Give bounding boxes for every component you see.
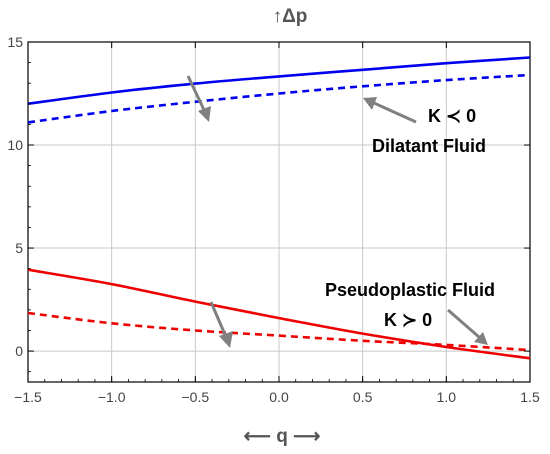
arrow-blue-right-shaft [373, 101, 417, 124]
series-line-4 [27, 311, 531, 352]
arrow-red-right-head [474, 332, 488, 345]
annotation-dilatant-fluid: Dilatant Fluid [372, 136, 486, 156]
y-axis-title: ↑Δp [273, 6, 308, 27]
arrow-red-left-shaft [209, 301, 228, 338]
arrow-red-left-head [219, 331, 233, 348]
series-line-1 [27, 56, 531, 106]
x-tick-label: 0.0 [269, 389, 289, 405]
x-tick-label: −1.5 [14, 389, 42, 405]
series-line-3 [27, 268, 531, 360]
y-tick-label: 10 [7, 137, 23, 153]
annotation-k-negative: K ≺ 0 [428, 106, 476, 126]
annotation-pseudoplastic-fluid: Pseudoplastic Fluid [325, 280, 495, 300]
x-axis-title: ⟵ q ⟶ [244, 426, 321, 447]
x-axis-ticks: −1.5 −1.0 −0.5 0.0 0.5 1.0 1.5 [14, 42, 540, 405]
arrow-blue-left-shaft [186, 75, 207, 113]
x-tick-label: 1.0 [437, 389, 457, 405]
arrow-red-right-shaft [447, 308, 480, 339]
annotation-arrows [186, 75, 488, 348]
annotation-k-positive: K ≻ 0 [384, 310, 432, 330]
x-tick-label: 1.5 [520, 389, 540, 405]
arrow-blue-right-head [363, 97, 377, 110]
x-tick-label: −1.0 [98, 389, 126, 405]
arrow-blue-left-head [198, 106, 211, 122]
y-tick-label: 0 [15, 343, 23, 359]
y-axis-ticks: 0 5 10 15 [7, 34, 530, 373]
series-group [27, 56, 531, 360]
y-tick-label: 15 [7, 34, 23, 50]
y-tick-label: 5 [15, 240, 23, 256]
x-tick-label: −0.5 [182, 389, 210, 405]
series-line-2 [27, 73, 531, 124]
x-tick-label: 0.5 [353, 389, 373, 405]
